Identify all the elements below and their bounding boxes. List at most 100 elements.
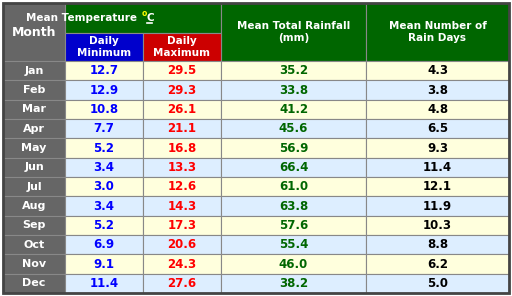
Text: 5.2: 5.2 bbox=[94, 141, 115, 155]
Text: 9.3: 9.3 bbox=[427, 141, 448, 155]
Bar bbox=[143, 119, 221, 138]
Bar bbox=[143, 177, 221, 196]
Text: Month: Month bbox=[12, 25, 56, 38]
Text: Mean Total Rainfall
(mm): Mean Total Rainfall (mm) bbox=[237, 21, 350, 43]
Text: 11.4: 11.4 bbox=[423, 161, 452, 174]
Text: Jan: Jan bbox=[24, 66, 44, 76]
Text: C: C bbox=[146, 13, 154, 23]
Bar bbox=[3, 216, 65, 235]
Bar bbox=[3, 100, 65, 119]
Text: 3.4: 3.4 bbox=[94, 161, 115, 174]
Text: 8.8: 8.8 bbox=[427, 238, 448, 251]
Text: 26.1: 26.1 bbox=[167, 103, 197, 116]
Bar bbox=[3, 119, 65, 138]
Text: 41.2: 41.2 bbox=[279, 103, 308, 116]
Bar bbox=[221, 158, 366, 177]
Bar bbox=[143, 274, 221, 293]
Bar bbox=[221, 235, 366, 254]
Bar bbox=[3, 196, 65, 216]
Text: 7.7: 7.7 bbox=[94, 122, 115, 135]
Bar bbox=[221, 216, 366, 235]
Text: 12.6: 12.6 bbox=[167, 180, 197, 193]
Text: 29.5: 29.5 bbox=[167, 64, 197, 77]
Text: 10.3: 10.3 bbox=[423, 219, 452, 232]
Bar bbox=[65, 61, 143, 80]
Bar bbox=[65, 100, 143, 119]
Bar bbox=[221, 254, 366, 274]
Bar bbox=[221, 100, 366, 119]
Bar bbox=[143, 196, 221, 216]
Text: 66.4: 66.4 bbox=[279, 161, 308, 174]
Bar bbox=[143, 61, 221, 80]
Bar bbox=[366, 196, 509, 216]
Bar bbox=[65, 274, 143, 293]
Text: 29.3: 29.3 bbox=[167, 83, 197, 96]
Text: 6.9: 6.9 bbox=[93, 238, 115, 251]
Text: Sep: Sep bbox=[23, 220, 46, 230]
Text: 9.1: 9.1 bbox=[94, 258, 115, 271]
Bar bbox=[221, 119, 366, 138]
Text: 12.7: 12.7 bbox=[90, 64, 118, 77]
Bar bbox=[221, 138, 366, 158]
Text: 6.2: 6.2 bbox=[427, 258, 448, 271]
Bar bbox=[3, 158, 65, 177]
Text: 6.5: 6.5 bbox=[427, 122, 448, 135]
Text: Nov: Nov bbox=[22, 259, 46, 269]
Bar bbox=[3, 61, 65, 80]
Bar bbox=[221, 196, 366, 216]
Bar bbox=[65, 33, 143, 61]
Text: 10.8: 10.8 bbox=[90, 103, 119, 116]
Text: 16.8: 16.8 bbox=[167, 141, 197, 155]
Text: Aug: Aug bbox=[22, 201, 46, 211]
Bar bbox=[366, 274, 509, 293]
Text: Mean Number of
Rain Days: Mean Number of Rain Days bbox=[389, 21, 486, 43]
Text: 5.2: 5.2 bbox=[94, 219, 115, 232]
Bar bbox=[221, 3, 366, 61]
Text: 27.6: 27.6 bbox=[167, 277, 197, 290]
Bar bbox=[366, 80, 509, 100]
Bar bbox=[3, 235, 65, 254]
Bar bbox=[143, 158, 221, 177]
Text: 33.8: 33.8 bbox=[279, 83, 308, 96]
Bar bbox=[3, 274, 65, 293]
Bar bbox=[366, 177, 509, 196]
Bar bbox=[221, 274, 366, 293]
Bar bbox=[143, 80, 221, 100]
Bar bbox=[65, 3, 221, 33]
Text: 24.3: 24.3 bbox=[167, 258, 197, 271]
Text: 38.2: 38.2 bbox=[279, 277, 308, 290]
Text: 63.8: 63.8 bbox=[279, 200, 308, 213]
Bar bbox=[65, 80, 143, 100]
Text: Dec: Dec bbox=[23, 278, 46, 288]
Text: 4.3: 4.3 bbox=[427, 64, 448, 77]
Bar bbox=[366, 158, 509, 177]
Bar bbox=[65, 177, 143, 196]
Text: 13.3: 13.3 bbox=[167, 161, 197, 174]
Text: 55.4: 55.4 bbox=[279, 238, 308, 251]
Text: Jun: Jun bbox=[24, 162, 44, 172]
Text: 46.0: 46.0 bbox=[279, 258, 308, 271]
Text: 45.6: 45.6 bbox=[279, 122, 308, 135]
Bar bbox=[65, 138, 143, 158]
Bar bbox=[65, 119, 143, 138]
Text: 5.0: 5.0 bbox=[427, 277, 448, 290]
Bar bbox=[65, 196, 143, 216]
Text: 35.2: 35.2 bbox=[279, 64, 308, 77]
Text: Daily
Maximum: Daily Maximum bbox=[154, 36, 210, 58]
Text: 4.8: 4.8 bbox=[427, 103, 448, 116]
Bar bbox=[65, 158, 143, 177]
Bar bbox=[143, 216, 221, 235]
Text: Mar: Mar bbox=[22, 104, 46, 114]
Bar bbox=[366, 61, 509, 80]
Bar bbox=[366, 254, 509, 274]
Text: 56.9: 56.9 bbox=[279, 141, 308, 155]
Bar bbox=[143, 33, 221, 61]
Bar bbox=[3, 80, 65, 100]
Text: 11.4: 11.4 bbox=[90, 277, 119, 290]
Bar bbox=[366, 3, 509, 61]
Bar bbox=[3, 254, 65, 274]
Bar bbox=[143, 235, 221, 254]
Text: 12.9: 12.9 bbox=[90, 83, 119, 96]
Bar bbox=[143, 138, 221, 158]
Text: Apr: Apr bbox=[23, 124, 45, 134]
